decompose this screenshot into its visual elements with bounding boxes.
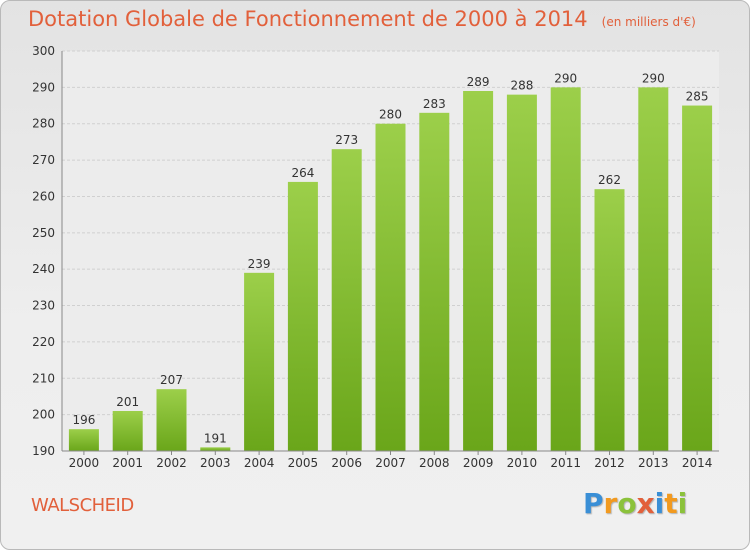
bar-2013 xyxy=(638,87,669,451)
data-label-2010: 288 xyxy=(510,79,533,93)
data-label-2012: 262 xyxy=(598,173,621,187)
y-tick-label: 250 xyxy=(32,226,55,240)
y-tick-label: 300 xyxy=(32,44,55,58)
logo-letter: P xyxy=(583,487,604,520)
bars: 196 201 207 191 239 264 273 280 283 289 288 290 262 2… xyxy=(68,71,713,452)
y-tick-label: 230 xyxy=(32,299,55,313)
bar-2002 xyxy=(156,389,187,451)
x-tick-label: 2008 xyxy=(419,456,450,470)
data-label-2013: 290 xyxy=(642,71,665,85)
x-tick-label: 2001 xyxy=(112,456,143,470)
x-tick-label: 2000 xyxy=(69,456,100,470)
y-tick-label: 260 xyxy=(32,189,55,203)
proxiti-logo: Proxiti xyxy=(583,487,687,520)
data-label-2006: 273 xyxy=(335,133,358,147)
bar-2014 xyxy=(682,105,713,451)
bar-2000 xyxy=(68,429,99,451)
bar-2009 xyxy=(463,91,494,451)
x-tick-label: 2002 xyxy=(156,456,187,470)
y-tick-label: 210 xyxy=(32,371,55,385)
y-tick-label: 270 xyxy=(32,153,55,167)
bar-2011 xyxy=(550,87,581,451)
bar-2007 xyxy=(375,123,406,452)
data-label-2007: 280 xyxy=(379,108,402,122)
y-tick-label: 280 xyxy=(32,117,55,131)
bar-2005 xyxy=(287,181,318,451)
x-tick-label: 2010 xyxy=(507,456,538,470)
logo-letter: t xyxy=(664,487,678,520)
x-axis: 2000 2001 2002 2003 2004 2005 2006 2007 2008 2009… xyxy=(62,450,719,470)
y-tick-label: 200 xyxy=(32,408,55,422)
logo-letter: r xyxy=(603,487,618,520)
data-label-2008: 283 xyxy=(423,97,446,111)
x-tick-label: 2014 xyxy=(682,456,713,470)
bar-2006 xyxy=(331,149,362,451)
data-label-2000: 196 xyxy=(72,413,95,427)
data-label-2003: 191 xyxy=(204,431,227,445)
x-tick-label: 2009 xyxy=(463,456,494,470)
x-tick-label: 2004 xyxy=(244,456,275,470)
data-label-2002: 207 xyxy=(160,373,183,387)
data-label-2005: 264 xyxy=(291,166,314,180)
logo-letter: i xyxy=(677,487,688,520)
y-tick-label: 290 xyxy=(32,80,55,94)
chart-title-text: Dotation Globale de Fonctionnement de 20… xyxy=(28,7,588,31)
x-tick-label: 2007 xyxy=(375,456,406,470)
y-tick-label: 220 xyxy=(32,335,55,349)
data-label-2004: 239 xyxy=(248,257,271,271)
x-tick-label: 2005 xyxy=(288,456,319,470)
x-tick-label: 2006 xyxy=(331,456,362,470)
data-label-2014: 285 xyxy=(686,90,709,104)
bar-2004 xyxy=(244,272,275,451)
bar-2001 xyxy=(112,411,143,451)
x-tick-label: 2013 xyxy=(638,456,669,470)
x-tick-label: 2012 xyxy=(594,456,625,470)
y-tick-label: 240 xyxy=(32,262,55,276)
logo-letter: o xyxy=(617,487,637,520)
x-tick-label: 2011 xyxy=(550,456,581,470)
y-tick-label: 190 xyxy=(32,444,55,458)
logo-letter: i xyxy=(654,487,665,520)
commune-name: WALSCHEID xyxy=(31,495,134,516)
data-label-2009: 289 xyxy=(467,75,490,89)
bar-2003 xyxy=(200,447,231,451)
logo-letter: x xyxy=(636,487,655,520)
chart-title: Dotation Globale de Fonctionnement de 20… xyxy=(28,7,696,31)
bar-2010 xyxy=(506,94,537,452)
data-label-2011: 290 xyxy=(554,71,577,85)
bar-2012 xyxy=(594,189,625,451)
chart-unit: (en milliers d'€) xyxy=(601,15,696,29)
y-axis: 190 200 210 220 230 240 250 260 270 280 290 300 xyxy=(32,44,63,458)
bar-2008 xyxy=(419,112,450,452)
data-label-2001: 201 xyxy=(116,395,139,409)
x-tick-label: 2003 xyxy=(200,456,231,470)
